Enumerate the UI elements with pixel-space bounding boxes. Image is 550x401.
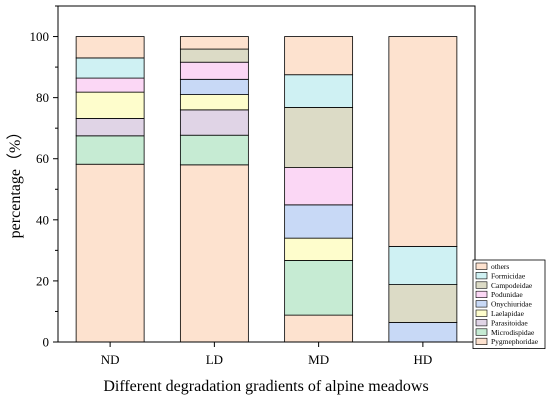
bar-segment-hd-others — [388, 36, 458, 247]
bar-segment-ld-podunidae — [179, 61, 249, 80]
legend-label-campodeidae: Campodeidae — [491, 281, 533, 290]
legend-label-laelapidae: Laelapidae — [491, 309, 525, 318]
bar-segment-ld-pygmephoridae — [179, 164, 249, 343]
bar-segment-md-campodeidae — [284, 107, 354, 168]
bar-segment-hd-campodeidae — [388, 284, 458, 323]
legend-label-microdispidae: Microdispidae — [491, 328, 535, 337]
bar-segment-md-formicidae — [284, 74, 354, 108]
legend: othersFormicidaeCampodeidaePodunidaeOnyc… — [472, 259, 546, 349]
bar-segment-nd-laelapidae — [75, 91, 145, 119]
bar-segment-nd-others — [75, 36, 145, 59]
bar-segment-md-others — [284, 36, 354, 76]
legend-swatch-laelapidae — [475, 309, 488, 317]
legend-swatch-pygmephoridae — [475, 337, 488, 346]
bar-segment-ld-onychiuridae — [179, 78, 249, 95]
y-axis-label: percentage（%） — [6, 124, 24, 239]
bar-segment-nd-formicidae — [75, 57, 145, 79]
legend-label-podunidae: Podunidae — [491, 290, 523, 299]
legend-swatch-others — [475, 262, 488, 270]
bar-segment-md-laelapidae — [284, 237, 354, 261]
bar-segment-nd-pygmephoridae — [75, 163, 145, 343]
x-tick-label-hd: HD — [413, 352, 432, 367]
x-axis-label: Different degradation gradients of alpin… — [103, 378, 428, 395]
bars-layer — [75, 36, 458, 343]
legend-label-formicidae: Formicidae — [491, 271, 526, 280]
plot-frame — [57, 5, 476, 343]
y-tick-label: 40 — [36, 212, 49, 227]
bar-segment-hd-formicidae — [388, 245, 458, 285]
legend-swatch-microdispidae — [475, 328, 488, 336]
bar-segment-ld-campodeidae — [179, 48, 249, 63]
y-tick-label: 60 — [36, 151, 49, 166]
axes-layer: 0 20 40 60 80 100 ND LD MD HD — [30, 5, 476, 367]
y-tick-label: 80 — [36, 90, 49, 105]
legend-label-onychiuridae: Onychiuridae — [491, 300, 532, 309]
legend-swatch-campodeidae — [475, 281, 488, 289]
bar-segment-nd-podunidae — [75, 77, 145, 93]
bar-segment-ld-parasitoidae — [179, 109, 249, 136]
bar-segment-md-pygmephoridae — [284, 314, 354, 343]
bar-segment-ld-others — [179, 36, 249, 50]
bar-segment-nd-microdispidae — [75, 135, 145, 165]
legend-swatch-formicidae — [475, 272, 488, 280]
x-tick-label-md: MD — [308, 352, 329, 367]
legend-label-pygmephoridae: Pygmephoridae — [491, 337, 539, 346]
x-tick-label-nd: ND — [101, 352, 120, 367]
x-tick-label-ld: LD — [206, 352, 223, 367]
bar-segment-ld-laelapidae — [179, 94, 249, 111]
bar-segment-md-microdispidae — [284, 260, 354, 316]
y-tick-label: 20 — [36, 273, 49, 288]
legend-swatch-onychiuridae — [475, 300, 488, 308]
legend-swatch-podunidae — [475, 290, 488, 299]
bar-segment-nd-parasitoidae — [75, 118, 145, 137]
bar-segment-hd-onychiuridae — [388, 322, 458, 343]
legend-label-others: others — [491, 262, 509, 271]
bar-segment-md-podunidae — [284, 167, 354, 206]
bar-segment-md-onychiuridae — [284, 204, 354, 239]
y-tick-label: 0 — [43, 335, 50, 350]
legend-swatch-parasitoidae — [475, 319, 488, 327]
bar-segment-ld-microdispidae — [179, 134, 249, 166]
legend-label-parasitoidae: Parasitoidae — [491, 318, 528, 327]
y-tick-label: 100 — [30, 29, 50, 44]
